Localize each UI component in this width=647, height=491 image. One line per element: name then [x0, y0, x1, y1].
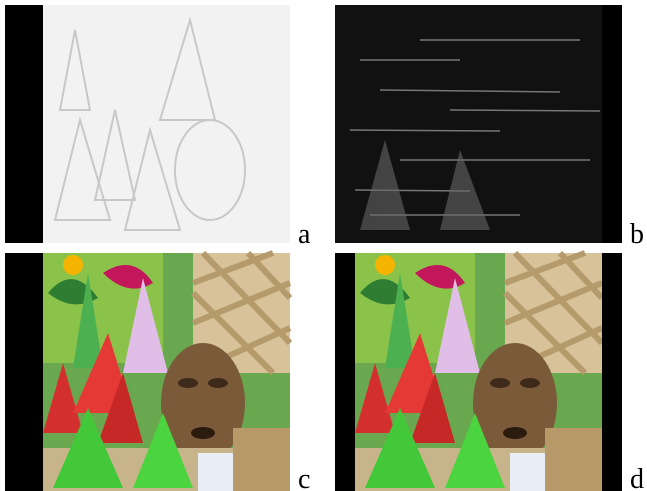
panel-label: d	[630, 464, 644, 491]
border	[602, 5, 622, 243]
panel-d-image	[355, 253, 602, 491]
panel-a-image	[43, 5, 290, 243]
figure: a b c d	[0, 0, 647, 491]
border	[335, 253, 355, 491]
border	[5, 5, 43, 243]
panel-c-image	[43, 253, 290, 491]
panel-label: b	[630, 219, 644, 250]
border	[602, 253, 622, 491]
panel-label: c	[298, 464, 310, 491]
panel-label: a	[298, 219, 311, 250]
border	[5, 253, 43, 491]
panel-b-image	[335, 5, 602, 243]
